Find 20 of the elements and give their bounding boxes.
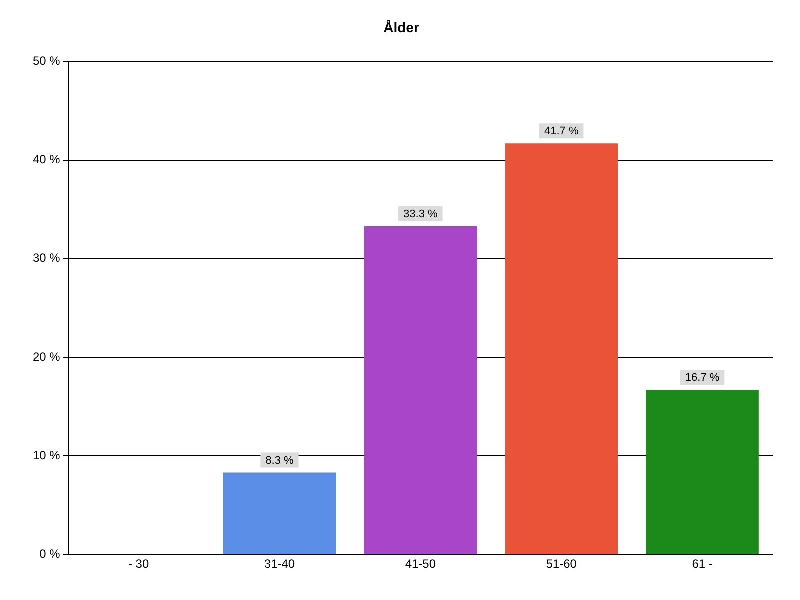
y-tick-label: 10 % bbox=[32, 448, 61, 462]
y-tick-label: 40 % bbox=[32, 152, 61, 167]
bar bbox=[364, 226, 478, 554]
x-tick-label: 31-40 bbox=[264, 557, 296, 572]
chart-title: Ålder bbox=[384, 19, 420, 36]
data-label: 8.3 % bbox=[266, 454, 294, 467]
data-label: 41.7 % bbox=[544, 126, 579, 138]
data-label: 16.7 % bbox=[685, 372, 720, 384]
bar bbox=[646, 390, 759, 554]
bar bbox=[505, 144, 618, 554]
y-tick-label: 50 % bbox=[32, 54, 61, 68]
x-tick-label: 51-60 bbox=[546, 557, 578, 572]
x-tick-label: - 30 bbox=[128, 557, 150, 572]
x-tick-label: 41-50 bbox=[405, 557, 436, 572]
x-tick-label: 61 - bbox=[692, 557, 713, 572]
y-tick-label: 0 % bbox=[40, 546, 61, 561]
y-tick-label: 30 % bbox=[32, 251, 61, 266]
bar bbox=[223, 472, 336, 554]
data-label: 33.3 % bbox=[404, 208, 438, 220]
y-tick-label: 20 % bbox=[32, 350, 61, 364]
